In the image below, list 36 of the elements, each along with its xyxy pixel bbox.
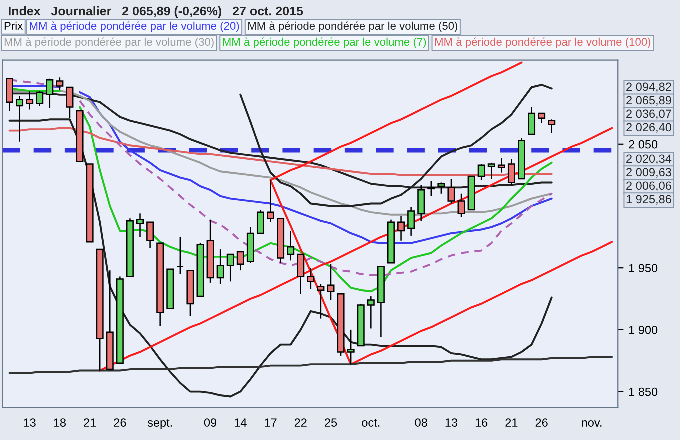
x-tick-label: 26	[114, 418, 126, 427]
y-tick-label: 2 050	[629, 140, 658, 149]
text: Prix	[4, 22, 24, 30]
x-tick-label: 22	[294, 418, 307, 427]
x-tick-label: 25	[325, 418, 338, 427]
chart-title: Index Journalier 2 065,89 (-0,26%) 27 oct. 2015	[8, 6, 304, 18]
y-tick-label: 1 850	[629, 388, 658, 396]
text: 2 020,34	[626, 154, 672, 164]
x-tick-label: 14	[234, 418, 247, 427]
text: 2 065,89	[626, 96, 672, 106]
x-tick-label: 16	[476, 418, 488, 427]
text: 2 094,82	[626, 82, 672, 93]
x-tick-label: 13	[446, 418, 458, 427]
y-tick-label: 1 900	[629, 326, 658, 334]
y-tick-label: 1 950	[629, 264, 658, 272]
x-tick-label: sept.	[148, 419, 172, 430]
text: 2 026,40	[626, 123, 672, 134]
x-tick-label: nov.	[582, 420, 602, 427]
text: MM à période pondérée par le volume (7)	[223, 38, 426, 48]
text: MM à période pondérée par le volume (30)	[4, 38, 214, 48]
x-tick-label: 13	[24, 418, 36, 427]
text: MM à période pondérée par le volume (20)	[30, 22, 240, 32]
text: MM à période pondérée par le volume (100)	[435, 38, 651, 48]
x-tick-label: oct.	[362, 419, 380, 427]
text: 2 006,06	[626, 182, 672, 192]
x-tick-label: 21	[506, 418, 518, 427]
x-tick-label: 26	[536, 418, 548, 427]
x-tick-label: 17	[265, 418, 277, 427]
x-tick-label: 09	[204, 418, 217, 427]
x-tick-label: 21	[84, 418, 96, 427]
text: 1 925,86	[626, 195, 672, 205]
text: 2 009,63	[626, 168, 672, 178]
text: MM à période pondérée par le volume (50)	[248, 22, 458, 32]
x-tick-label: 18	[54, 418, 66, 427]
x-tick-label: 08	[415, 418, 428, 427]
text: 2 036,07	[626, 110, 672, 120]
